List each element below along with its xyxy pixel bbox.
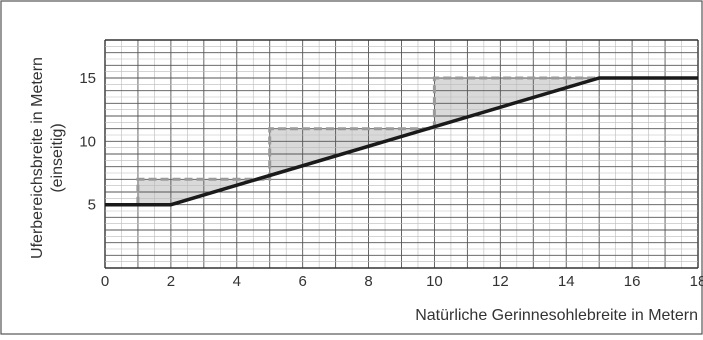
x-tick-label: 0 [101,273,109,290]
x-tick-label: 6 [298,273,306,290]
x-tick-label: 16 [624,273,641,290]
y-axis-title-line-1: Uferbereichsbreite in Metern [29,57,46,259]
y-tick-label: 15 [79,70,96,87]
series-layer [105,76,698,207]
x-tick-label: 8 [364,273,372,290]
x-tick-label: 14 [558,273,575,290]
x-tick-label: 10 [426,273,443,290]
grid-layer [104,39,699,269]
y-tick-label: 5 [88,197,96,214]
x-tick-label: 4 [233,273,241,290]
x-tick-label: 2 [167,273,175,290]
y-tick-label: 10 [79,133,96,150]
x-tick-label: 12 [492,273,509,290]
x-tick-label: 18 [690,273,703,290]
x-axis-title: Natürliche Gerinnesohlebreite in Metern [415,307,698,324]
tick-label-layer: 0 2 4 6 8 10 12 14 16 18 5 10 15 [79,70,703,290]
y-axis-title-line-2: (einseitig) [49,123,66,192]
solid-series-line [105,76,698,207]
dashed-series-line [136,76,600,205]
